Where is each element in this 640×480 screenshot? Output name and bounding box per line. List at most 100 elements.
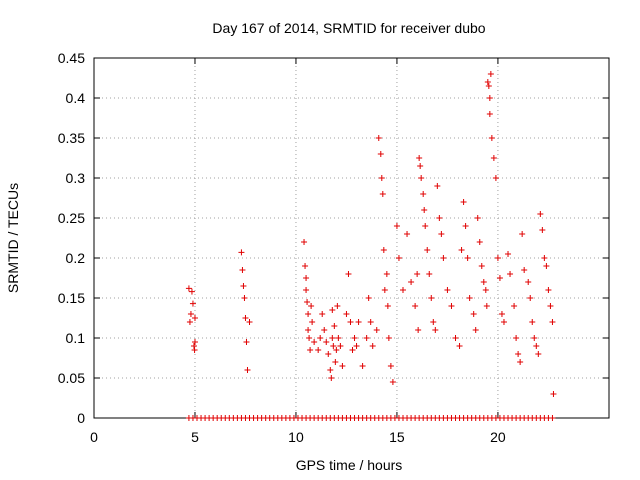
x-tick-label: 5 bbox=[191, 429, 199, 445]
data-point bbox=[319, 311, 326, 317]
data-point bbox=[359, 363, 366, 369]
y-tick-label: 0 bbox=[77, 410, 85, 426]
y-tick-label: 0.1 bbox=[66, 330, 86, 346]
data-point bbox=[241, 295, 248, 301]
data-point bbox=[476, 239, 483, 245]
data-point bbox=[329, 307, 336, 313]
data-point bbox=[488, 135, 495, 141]
data-point bbox=[440, 255, 447, 261]
data-point bbox=[317, 335, 324, 341]
data-point bbox=[190, 343, 197, 349]
data-point bbox=[365, 295, 372, 301]
data-point bbox=[513, 335, 520, 341]
data-points bbox=[185, 71, 557, 421]
tick-marks bbox=[93, 57, 609, 419]
data-point bbox=[533, 343, 540, 349]
data-point bbox=[373, 327, 380, 333]
data-point bbox=[329, 335, 336, 341]
data-point bbox=[345, 271, 352, 277]
data-point bbox=[307, 347, 314, 353]
data-point bbox=[367, 319, 374, 325]
data-point bbox=[305, 311, 312, 317]
data-point bbox=[462, 223, 469, 229]
data-point bbox=[351, 335, 358, 341]
data-point bbox=[444, 287, 451, 293]
data-point bbox=[343, 311, 350, 317]
grid-lines bbox=[94, 57, 609, 418]
data-point bbox=[239, 267, 246, 273]
data-point bbox=[525, 279, 532, 285]
data-point bbox=[369, 343, 376, 349]
data-point bbox=[487, 71, 494, 77]
data-point bbox=[428, 295, 435, 301]
data-point bbox=[191, 315, 198, 321]
data-point bbox=[535, 351, 542, 357]
data-point bbox=[422, 223, 429, 229]
data-point bbox=[315, 347, 322, 353]
data-point bbox=[332, 359, 339, 365]
data-point bbox=[349, 347, 356, 353]
data-point bbox=[507, 271, 514, 277]
x-tick-label: 0 bbox=[90, 429, 98, 445]
data-point bbox=[335, 335, 342, 341]
plot-frame bbox=[93, 57, 610, 419]
data-point bbox=[527, 295, 534, 301]
data-point bbox=[478, 263, 485, 269]
data-point bbox=[474, 215, 481, 221]
data-point bbox=[456, 343, 463, 349]
data-point bbox=[426, 271, 433, 277]
data-point bbox=[458, 247, 465, 253]
data-point bbox=[517, 359, 524, 365]
data-point bbox=[460, 199, 467, 205]
data-point bbox=[189, 300, 196, 307]
data-point bbox=[355, 319, 362, 325]
data-point bbox=[492, 175, 499, 181]
data-point bbox=[543, 263, 550, 269]
data-point bbox=[498, 311, 505, 317]
data-point bbox=[377, 151, 384, 157]
x-tick-label: 15 bbox=[389, 429, 405, 445]
data-point bbox=[400, 287, 406, 293]
data-point bbox=[337, 343, 344, 349]
data-point bbox=[537, 211, 544, 217]
y-tick-label: 0.45 bbox=[58, 50, 85, 66]
y-tick-label: 0.05 bbox=[58, 370, 85, 386]
data-point bbox=[385, 335, 392, 341]
data-point bbox=[434, 183, 441, 189]
data-point bbox=[438, 231, 445, 237]
y-tick-label: 0.3 bbox=[66, 170, 86, 186]
data-point bbox=[511, 303, 518, 309]
data-point bbox=[325, 351, 332, 357]
data-point bbox=[549, 415, 556, 421]
data-point bbox=[541, 255, 548, 261]
data-point bbox=[418, 175, 425, 181]
data-point bbox=[395, 255, 402, 261]
data-point bbox=[387, 363, 394, 369]
data-point bbox=[378, 175, 385, 181]
y-tick-label: 0.35 bbox=[58, 130, 85, 146]
y-tick-label: 0.2 bbox=[66, 250, 86, 266]
data-point bbox=[550, 391, 557, 397]
data-point bbox=[363, 335, 370, 341]
data-point bbox=[246, 319, 253, 325]
data-point bbox=[301, 239, 308, 245]
data-point bbox=[311, 339, 318, 345]
data-point bbox=[531, 335, 538, 341]
data-point bbox=[420, 191, 427, 197]
data-point bbox=[328, 375, 335, 381]
data-point bbox=[186, 319, 193, 325]
data-point bbox=[545, 287, 552, 293]
data-point bbox=[331, 323, 338, 329]
data-point bbox=[383, 271, 390, 277]
chart-title: Day 167 of 2014, SRMTID for receiver dub… bbox=[212, 20, 485, 36]
data-point bbox=[490, 155, 497, 161]
data-point bbox=[500, 319, 507, 325]
data-point bbox=[187, 311, 194, 317]
data-point bbox=[529, 319, 536, 325]
data-point bbox=[480, 279, 487, 285]
data-point bbox=[466, 295, 473, 301]
data-point bbox=[308, 303, 315, 309]
data-point bbox=[339, 363, 346, 369]
data-point bbox=[485, 83, 492, 89]
data-point bbox=[381, 287, 388, 293]
